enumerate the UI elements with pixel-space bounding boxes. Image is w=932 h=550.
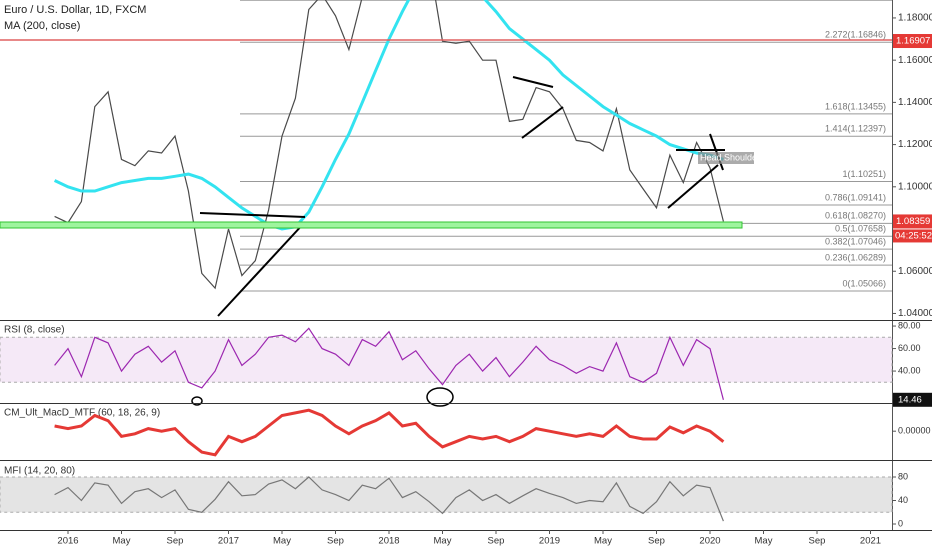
rsi-line (54, 327, 724, 400)
x-tick-label: Sep (167, 536, 184, 547)
price-label-bg (893, 34, 932, 49)
fib-label: 2.272(1.16846) (825, 30, 886, 40)
y-tick-label: 80 (898, 471, 908, 481)
fib-label: 1.414(1.12397) (825, 124, 886, 134)
symbol-title: Euro / U.S. Dollar, 1D, FXCM (4, 4, 146, 16)
price-label: 1.08359 (896, 216, 930, 227)
y-tick-label: 1.18000 (898, 13, 932, 24)
fib-label: 0.382(1.07046) (825, 237, 886, 247)
x-tick-label: Sep (648, 536, 665, 547)
fib-label: 1(1.10251) (842, 169, 886, 179)
y-tick-label: 1.16000 (898, 55, 932, 66)
x-tick-label: May (594, 536, 612, 547)
x-tick-label: Sep (488, 536, 505, 547)
y-tick-label: 40.00 (898, 365, 921, 375)
y-tick-label: 0 (898, 518, 903, 528)
mfi-title: MFI (14, 20, 80) (4, 466, 75, 477)
y-tick-label: 80.00 (898, 320, 921, 330)
price-line (54, 0, 724, 290)
ma-legend: MA (200, close) (4, 20, 80, 32)
y-tick-label: 1.12000 (898, 139, 932, 150)
fib-label: 1.618(1.13455) (825, 101, 886, 111)
mfi-band (0, 476, 893, 513)
rsi-last: 14.46 (898, 394, 922, 405)
y-tick-label: 0.00000 (898, 426, 931, 436)
rsi-title: RSI (8, close) (4, 325, 65, 336)
x-tick-label: May (273, 536, 291, 547)
support-zone (0, 221, 743, 229)
price-label-bg (893, 214, 932, 229)
rsi-last-bg (893, 392, 932, 407)
x-tick-label: 2016 (57, 536, 78, 547)
price-axis-bg (893, 0, 932, 550)
countdown: 04:25:52 (895, 230, 932, 241)
y-tick-label: 40 (898, 495, 908, 505)
x-tick-label: 2018 (378, 536, 399, 547)
macd-title: CM_Ult_MacD_MTF (60, 18, 26, 9) (4, 408, 160, 419)
x-tick-label: May (113, 536, 131, 547)
y-tick-label: 1.06000 (898, 266, 932, 277)
x-tick-label: Sep (327, 536, 344, 547)
price-label: 1.16907 (896, 36, 930, 47)
price-line (53, 0, 724, 231)
x-tick-label: May (434, 536, 452, 547)
fib-label: 0.786(1.09141) (825, 192, 886, 202)
rsi-band (0, 336, 893, 383)
x-tick-label: 2020 (699, 536, 720, 547)
y-tick-label: 1.10000 (898, 181, 932, 192)
fib-label: 0.618(1.08270) (825, 211, 886, 221)
price-pane: 2.618(1.18840)2.272(1.16846)1.618(1.1345… (53, 0, 892, 292)
mfi-line (54, 476, 724, 522)
y-tick-label: 60.00 (898, 343, 921, 353)
x-tick-label: Sep (809, 536, 826, 547)
annotation: Head Shoulder (700, 152, 760, 162)
x-tick-label: May (755, 536, 773, 547)
annotation-bg (698, 152, 754, 164)
x-tick-label: 2019 (539, 536, 560, 547)
x-tick-label: 2017 (218, 536, 239, 547)
y-tick-label: 1.14000 (898, 97, 932, 108)
x-tick-label: 2021 (860, 536, 881, 547)
fib-label: 0.5(1.07658) (835, 224, 886, 234)
fib-label: 0.236(1.06289) (825, 253, 886, 263)
macd-line (54, 408, 725, 457)
fib-label: 0(1.05066) (842, 278, 886, 288)
y-tick-label: 1.04000 (898, 308, 932, 319)
countdown-bg (893, 229, 932, 243)
